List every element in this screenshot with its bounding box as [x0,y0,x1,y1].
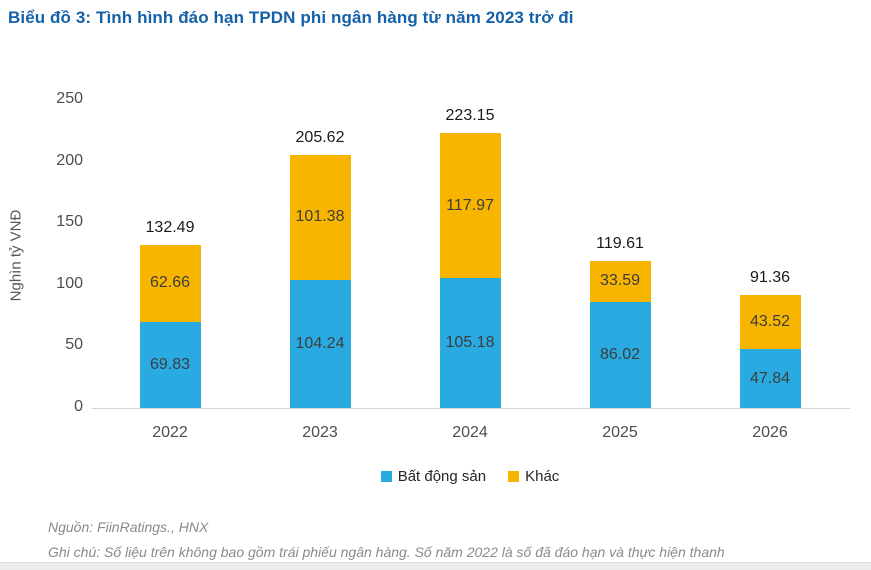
x-axis-category-label: 2025 [602,424,638,441]
bar-segment-real-estate: 69.83 [139,321,201,408]
legend-item-real-estate: Bất động sản [380,468,487,485]
segment-value-label: 104.24 [295,334,345,352]
bar-total-label: 91.36 [749,269,791,287]
segment-value-label: 33.59 [599,272,641,290]
y-axis-label: Nghìn tỷ VNĐ [7,209,25,302]
footnote: Ghi chú: Số liệu trên không bao gồm trái… [48,544,725,560]
bar-segment-other: 33.59 [589,260,651,302]
y-tick-label: 50 [65,336,83,354]
bar-segment-other: 43.52 [739,295,801,350]
legend-swatch-other [508,471,520,482]
segment-value-label: 105.18 [445,334,495,352]
bar-segment-real-estate: 105.18 [439,278,501,408]
bottom-divider [0,562,871,570]
segment-value-label: 117.97 [446,196,494,214]
legend-label: Khác [525,468,560,485]
x-axis-category-label: 2023 [302,424,338,441]
legend-label: Bất động sản [397,468,487,485]
legend-swatch-real-estate [380,471,392,482]
y-tick-label: 100 [56,274,83,292]
x-axis-category-label: 2022 [152,424,188,441]
chart-title: Biểu đồ 3: Tình hình đáo hạn TPDN phi ng… [8,8,574,27]
segment-value-label: 47.84 [749,369,791,387]
y-tick-label: 200 [56,151,83,169]
segment-value-label: 43.52 [749,313,791,331]
bar-segment-real-estate: 86.02 [589,302,651,408]
bar-segment-other: 101.38 [289,154,351,280]
segment-value-label: 86.02 [599,346,641,363]
segment-value-label: 62.66 [149,274,191,292]
x-axis-category-label: 2024 [452,424,488,441]
legend-item-other: Khác [508,468,559,485]
y-tick-label: 150 [56,213,83,231]
y-tick-label: 250 [56,90,83,107]
segment-value-label: 69.83 [149,355,191,373]
y-tick-label: 0 [74,398,83,415]
segment-value-label: 101.38 [295,208,345,226]
x-axis-line [92,408,850,409]
bar-total-label: 205.62 [295,128,345,146]
x-axis-category-label: 2026 [752,424,788,441]
bar-segment-other: 62.66 [139,244,201,322]
source-note: Nguồn: FiinRatings., HNX [48,519,209,535]
legend: Bất động sản Khác [95,468,845,485]
bar-segment-real-estate: 47.84 [739,349,801,408]
bar-total-label: 119.61 [596,234,644,252]
bar-total-label: 223.15 [445,107,495,125]
bar-segment-real-estate: 104.24 [289,279,351,408]
bar-segment-other: 117.97 [439,133,501,279]
bar-total-label: 132.49 [145,218,195,236]
